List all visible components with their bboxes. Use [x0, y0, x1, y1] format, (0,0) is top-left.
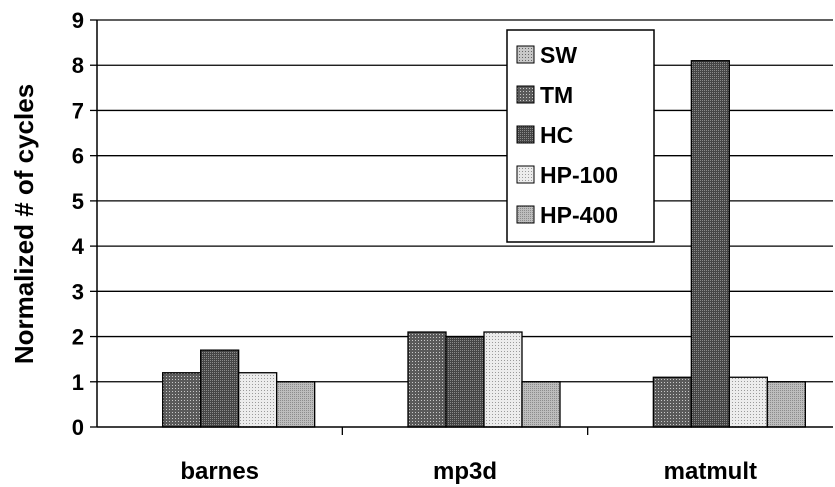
y-tick-label: 3: [72, 279, 84, 304]
y-tick-label: 0: [72, 415, 84, 440]
bar-barnes-hc: [200, 349, 240, 428]
legend: SW TM HC HP-100 HP-400: [506, 29, 655, 243]
axis-labels: 0 1 2 3 4 5 6 7 8 9 barnes mp3d matmult: [72, 8, 757, 485]
axes: [90, 19, 833, 435]
y-tick-label: 2: [72, 325, 84, 350]
bar-barnes-hp-100: [238, 372, 278, 428]
y-tick-label: 6: [72, 144, 84, 169]
bar-barnes-tm: [162, 372, 202, 428]
legend-label: HP-100: [540, 162, 618, 188]
bar-matmult-hp-100: [728, 376, 768, 428]
bars: [162, 60, 806, 428]
legend-swatch-sw: [516, 45, 535, 64]
y-tick-label: 7: [72, 98, 84, 123]
bar-mp3d-tm: [407, 331, 447, 428]
x-category-label: barnes: [180, 458, 259, 485]
legend-label: SW: [540, 42, 577, 68]
legend-label: HP-400: [540, 202, 618, 228]
gridlines: [97, 19, 833, 383]
legend-label: HC: [540, 122, 573, 148]
y-tick-label: 5: [72, 189, 84, 214]
legend-label: TM: [540, 82, 573, 108]
bar-matmult-hc: [690, 60, 730, 428]
y-tick-label: 4: [72, 234, 85, 259]
bar-mp3d-hp-100: [483, 331, 523, 428]
bar-matmult-tm: [652, 376, 692, 428]
legend-swatch-tm: [516, 85, 535, 104]
legend-swatch-hp-400: [516, 205, 535, 224]
bar-mp3d-hc: [445, 335, 485, 428]
x-category-label: mp3d: [433, 458, 497, 485]
y-tick-label: 9: [72, 8, 84, 33]
bar-matmult-hp-400: [766, 381, 806, 428]
y-tick-label: 8: [72, 53, 84, 78]
y-axis-label: Normalized # of cycles: [9, 84, 39, 364]
x-category-label: matmult: [664, 458, 757, 485]
legend-swatch-hc: [516, 125, 535, 144]
bar-barnes-hp-400: [276, 381, 316, 428]
y-tick-label: 1: [72, 370, 84, 395]
legend-swatch-hp-100: [516, 165, 535, 184]
bar-mp3d-hp-400: [521, 381, 561, 428]
